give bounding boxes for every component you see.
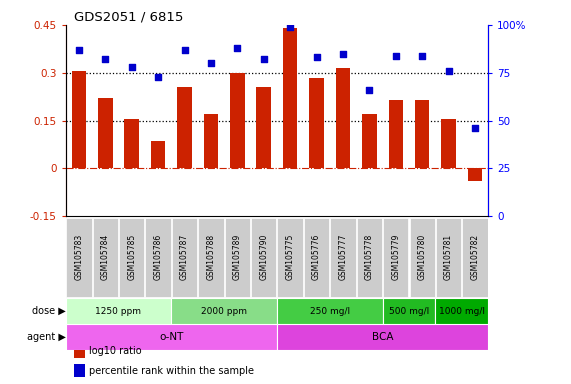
Bar xyxy=(119,218,144,296)
Bar xyxy=(383,298,435,324)
Bar xyxy=(198,218,224,296)
Bar xyxy=(388,100,403,169)
Bar xyxy=(277,298,383,324)
Point xyxy=(339,51,348,57)
Point xyxy=(417,53,427,59)
Text: GSM105784: GSM105784 xyxy=(100,234,110,280)
Bar xyxy=(304,218,329,296)
Bar xyxy=(74,364,85,377)
Point xyxy=(471,125,480,131)
Text: dose ▶: dose ▶ xyxy=(32,306,66,316)
Point xyxy=(180,47,189,53)
Bar xyxy=(71,71,86,169)
Point xyxy=(233,45,242,51)
Bar xyxy=(151,141,166,169)
Point xyxy=(286,24,295,30)
Bar xyxy=(172,218,197,296)
Point xyxy=(365,87,374,93)
Text: log10 ratio: log10 ratio xyxy=(89,346,142,356)
Bar xyxy=(436,218,461,296)
Text: GSM105777: GSM105777 xyxy=(339,234,348,280)
Text: GSM105783: GSM105783 xyxy=(74,234,83,280)
Bar xyxy=(124,119,139,169)
Point xyxy=(312,55,321,61)
Text: GSM105789: GSM105789 xyxy=(233,234,242,280)
Text: GSM105782: GSM105782 xyxy=(471,234,480,280)
Text: GSM105778: GSM105778 xyxy=(365,234,374,280)
Text: GSM105786: GSM105786 xyxy=(154,234,163,280)
Text: percentile rank within the sample: percentile rank within the sample xyxy=(89,366,254,376)
Text: GDS2051 / 6815: GDS2051 / 6815 xyxy=(74,11,183,24)
Bar xyxy=(441,119,456,169)
Bar xyxy=(278,218,303,296)
Text: 2000 ppm: 2000 ppm xyxy=(201,307,247,316)
Bar xyxy=(98,98,112,169)
Text: BCA: BCA xyxy=(372,332,393,342)
Text: GSM105776: GSM105776 xyxy=(312,234,321,280)
Bar xyxy=(177,87,192,169)
Point xyxy=(154,73,163,79)
Bar xyxy=(309,78,324,169)
Bar xyxy=(251,218,276,296)
Point xyxy=(444,68,453,74)
Text: GSM105788: GSM105788 xyxy=(206,234,215,280)
Bar xyxy=(435,298,488,324)
Bar xyxy=(204,114,218,169)
Bar xyxy=(256,87,271,169)
Bar xyxy=(463,218,488,296)
Point xyxy=(206,60,215,66)
Text: agent ▶: agent ▶ xyxy=(27,332,66,342)
Point xyxy=(259,56,268,63)
Point xyxy=(127,64,136,70)
Text: GSM105787: GSM105787 xyxy=(180,234,189,280)
Point xyxy=(391,53,400,59)
Bar xyxy=(336,68,350,169)
Bar xyxy=(283,28,297,169)
Point xyxy=(74,47,83,53)
Text: GSM105781: GSM105781 xyxy=(444,234,453,280)
Text: 1250 ppm: 1250 ppm xyxy=(95,307,142,316)
Bar xyxy=(415,100,429,169)
Text: o-NT: o-NT xyxy=(159,332,183,342)
Bar xyxy=(66,298,171,324)
Bar xyxy=(93,218,118,296)
Bar xyxy=(66,324,277,350)
Bar xyxy=(66,218,91,296)
Bar xyxy=(171,298,277,324)
Text: GSM105785: GSM105785 xyxy=(127,234,136,280)
Bar xyxy=(224,218,250,296)
Bar xyxy=(230,73,244,169)
Bar xyxy=(468,169,482,181)
Bar xyxy=(357,218,382,296)
Bar xyxy=(277,324,488,350)
Bar xyxy=(146,218,171,296)
Text: 1000 mg/l: 1000 mg/l xyxy=(439,307,485,316)
Text: GSM105775: GSM105775 xyxy=(286,234,295,280)
Bar xyxy=(362,114,377,169)
Bar xyxy=(409,218,435,296)
Text: 250 mg/l: 250 mg/l xyxy=(309,307,350,316)
Bar xyxy=(383,218,408,296)
Bar xyxy=(74,344,85,358)
Text: GSM105779: GSM105779 xyxy=(391,234,400,280)
Point xyxy=(100,56,110,63)
Bar xyxy=(330,218,356,296)
Text: GSM105780: GSM105780 xyxy=(417,234,427,280)
Text: 500 mg/l: 500 mg/l xyxy=(389,307,429,316)
Text: GSM105790: GSM105790 xyxy=(259,234,268,280)
